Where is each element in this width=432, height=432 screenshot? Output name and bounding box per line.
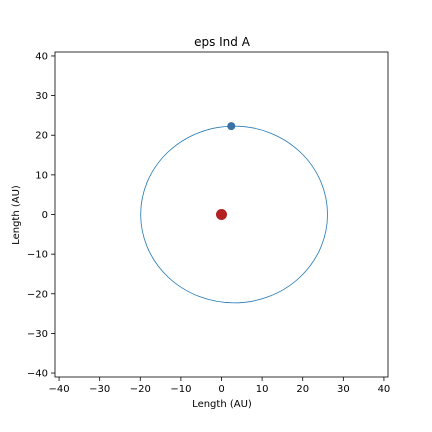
x-tick-label: −10	[170, 384, 191, 395]
y-tick-label: 30	[35, 91, 48, 102]
orbit-path	[140, 125, 328, 304]
x-tick-label: 0	[218, 384, 224, 395]
x-tick-label: −20	[130, 384, 151, 395]
plot-area	[54, 51, 389, 378]
chart-title: eps Ind A	[194, 35, 251, 49]
y-axis-label: Length (AU)	[11, 185, 22, 245]
y-tick-label: 10	[35, 170, 48, 181]
star-marker	[216, 209, 227, 220]
y-tick-label: 40	[35, 51, 48, 62]
x-axis-label: Length (AU)	[192, 399, 252, 410]
y-tick-label: 20	[35, 131, 48, 142]
x-tick-label: −40	[49, 384, 70, 395]
y-tick-label: −10	[27, 250, 48, 261]
x-tick-label: 10	[256, 384, 269, 395]
orbit-layer	[140, 125, 328, 304]
y-axis-ticks: −40 −30 −20 −10 0 10 20 30 40	[27, 51, 55, 380]
y-tick-label: 0	[42, 210, 48, 221]
y-tick-label: −40	[27, 369, 48, 380]
y-tick-label: −20	[27, 289, 48, 300]
planet-marker	[227, 122, 236, 131]
x-tick-label: −30	[89, 384, 110, 395]
y-tick-label: −30	[27, 329, 48, 340]
x-axis-ticks: −40 −30 −20 −10 0 10 20 30 40	[49, 377, 391, 395]
x-tick-label: 20	[296, 384, 309, 395]
x-tick-label: 40	[378, 384, 391, 395]
points-layer	[216, 122, 236, 220]
x-tick-label: 30	[337, 384, 350, 395]
